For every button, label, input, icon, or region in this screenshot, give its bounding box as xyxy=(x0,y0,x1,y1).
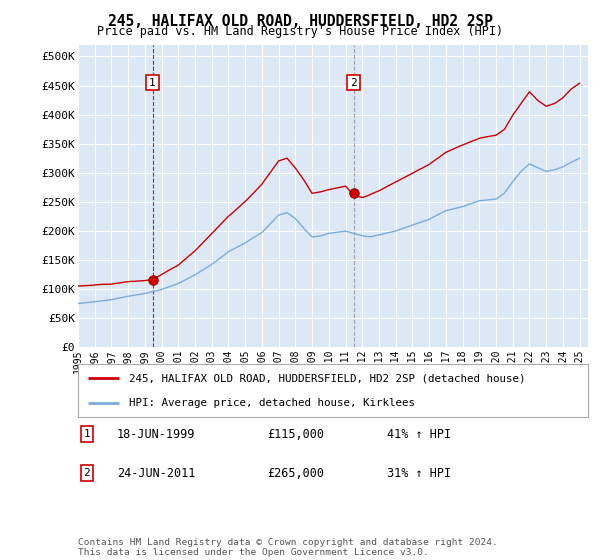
Text: 2: 2 xyxy=(83,468,91,478)
Text: £265,000: £265,000 xyxy=(267,466,324,480)
Text: Contains HM Land Registry data © Crown copyright and database right 2024.
This d: Contains HM Land Registry data © Crown c… xyxy=(78,538,498,557)
Text: 245, HALIFAX OLD ROAD, HUDDERSFIELD, HD2 2SP: 245, HALIFAX OLD ROAD, HUDDERSFIELD, HD2… xyxy=(107,14,493,29)
Text: 41% ↑ HPI: 41% ↑ HPI xyxy=(387,427,451,441)
Text: 2: 2 xyxy=(350,78,357,87)
Text: 31% ↑ HPI: 31% ↑ HPI xyxy=(387,466,451,480)
Text: 245, HALIFAX OLD ROAD, HUDDERSFIELD, HD2 2SP (detached house): 245, HALIFAX OLD ROAD, HUDDERSFIELD, HD2… xyxy=(129,374,526,384)
Text: Price paid vs. HM Land Registry's House Price Index (HPI): Price paid vs. HM Land Registry's House … xyxy=(97,25,503,38)
Text: HPI: Average price, detached house, Kirklees: HPI: Average price, detached house, Kirk… xyxy=(129,398,415,408)
Text: £115,000: £115,000 xyxy=(267,427,324,441)
Text: 1: 1 xyxy=(149,78,156,87)
Text: 1: 1 xyxy=(83,429,91,439)
Text: 24-JUN-2011: 24-JUN-2011 xyxy=(117,466,196,480)
Text: 18-JUN-1999: 18-JUN-1999 xyxy=(117,427,196,441)
